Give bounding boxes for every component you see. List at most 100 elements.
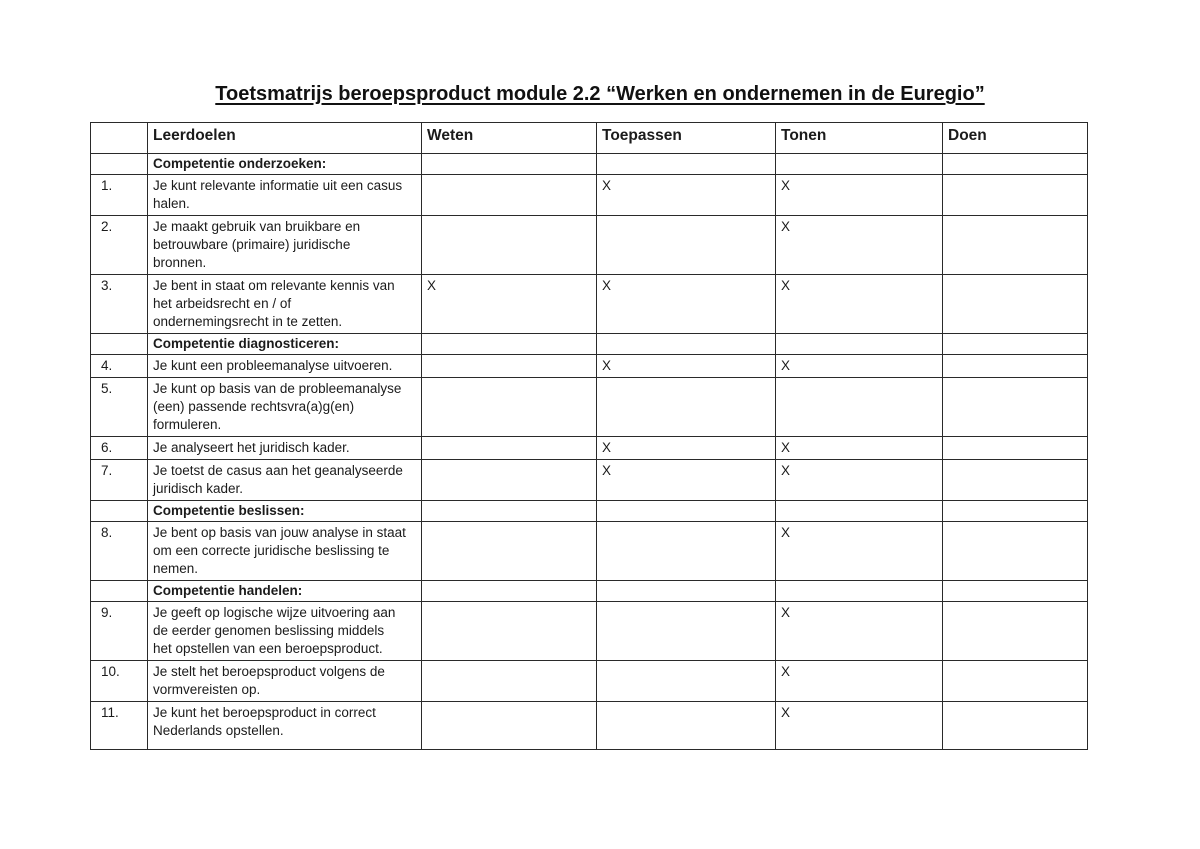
empty-cell	[90, 580, 148, 602]
item-number-cell: 3.	[90, 274, 148, 334]
item-row: 3. Je bent in staat om relevante kennis v…	[90, 274, 1088, 334]
mark-tonen-cell: X	[775, 354, 943, 378]
empty-cell	[421, 333, 597, 355]
item-number-cell: 10.	[90, 660, 148, 702]
item-row: 8. Je bent op basis van jouw analyse in s…	[90, 521, 1088, 581]
empty-cell	[596, 580, 776, 602]
item-row: 7. Je toetst de casus aan het geanalyseer…	[90, 459, 1088, 501]
item-number-cell: 7.	[90, 459, 148, 501]
item-number-cell: 11.	[90, 701, 148, 750]
empty-cell	[942, 500, 1088, 522]
mark-tonen-cell: X	[775, 601, 943, 661]
item-row: 11. Je kunt het beroepsproduct in correct…	[90, 701, 1088, 750]
mark-toepassen-cell: X	[596, 436, 776, 460]
mark-weten-cell	[421, 436, 597, 460]
mark-tonen-cell: X	[775, 274, 943, 334]
mark-tonen-cell: X	[775, 660, 943, 702]
section-row: Competentie diagnosticeren:	[90, 333, 1088, 355]
mark-toepassen-cell	[596, 215, 776, 275]
mark-weten-cell	[421, 377, 597, 437]
empty-cell	[775, 580, 943, 602]
mark-doen-cell	[942, 377, 1088, 437]
mark-weten-cell	[421, 354, 597, 378]
mark-doen-cell	[942, 521, 1088, 581]
section-row: Competentie handelen:	[90, 580, 1088, 602]
empty-cell	[596, 153, 776, 175]
goal-cell: Je kunt op basis van de probleemanalyse …	[147, 377, 422, 437]
mark-doen-cell	[942, 701, 1088, 750]
col-header-tonen: Tonen	[775, 122, 943, 154]
mark-tonen-cell	[775, 377, 943, 437]
mark-doen-cell	[942, 436, 1088, 460]
goal-cell: Je kunt relevante informatie uit een cas…	[147, 174, 422, 216]
empty-cell	[775, 333, 943, 355]
empty-cell	[775, 500, 943, 522]
item-number-cell: 9.	[90, 601, 148, 661]
item-number-cell: 2.	[90, 215, 148, 275]
empty-cell	[596, 500, 776, 522]
mark-weten-cell	[421, 521, 597, 581]
item-number-cell: 1.	[90, 174, 148, 216]
mark-toepassen-cell: X	[596, 274, 776, 334]
goal-cell: Je geeft op logische wijze uitvoering aa…	[147, 601, 422, 661]
goal-cell: Je maakt gebruik van bruikbare en betrou…	[147, 215, 422, 275]
mark-toepassen-cell	[596, 521, 776, 581]
mark-doen-cell	[942, 174, 1088, 216]
col-header-leerdoelen: Leerdoelen	[147, 122, 422, 154]
matrix-table: Leerdoelen Weten Toepassen Tonen Doen Co…	[90, 122, 1088, 750]
mark-toepassen-cell	[596, 701, 776, 750]
mark-tonen-cell: X	[775, 701, 943, 750]
mark-tonen-cell: X	[775, 174, 943, 216]
empty-cell	[90, 333, 148, 355]
mark-toepassen-cell	[596, 601, 776, 661]
mark-weten-cell	[421, 701, 597, 750]
section-label-cell: Competentie diagnosticeren:	[147, 333, 422, 355]
empty-cell	[421, 500, 597, 522]
section-row: Competentie beslissen:	[90, 500, 1088, 522]
mark-tonen-cell: X	[775, 436, 943, 460]
item-row: 2. Je maakt gebruik van bruikbare en betr…	[90, 215, 1088, 275]
item-row: 5. Je kunt op basis van de probleemanalys…	[90, 377, 1088, 437]
mark-toepassen-cell: X	[596, 174, 776, 216]
item-number-cell: 8.	[90, 521, 148, 581]
goal-cell: Je stelt het beroepsproduct volgens de v…	[147, 660, 422, 702]
empty-cell	[421, 153, 597, 175]
item-number-cell: 6.	[90, 436, 148, 460]
empty-cell	[942, 333, 1088, 355]
goal-cell: Je kunt het beroepsproduct in correct Ne…	[147, 701, 422, 750]
goal-cell: Je toetst de casus aan het geanalyseerde…	[147, 459, 422, 501]
section-label-cell: Competentie beslissen:	[147, 500, 422, 522]
mark-weten-cell	[421, 660, 597, 702]
goal-cell: Je analyseert het juridisch kader.	[147, 436, 422, 460]
item-row: 6. Je analyseert het juridisch kader. X X	[90, 436, 1088, 460]
item-number-cell: 4.	[90, 354, 148, 378]
mark-doen-cell	[942, 274, 1088, 334]
mark-weten-cell	[421, 459, 597, 501]
empty-cell	[421, 580, 597, 602]
mark-weten-cell	[421, 601, 597, 661]
item-row: 10. Je stelt het beroepsproduct volgens d…	[90, 660, 1088, 702]
mark-doen-cell	[942, 215, 1088, 275]
mark-weten-cell	[421, 174, 597, 216]
item-row: 9. Je geeft op logische wijze uitvoering …	[90, 601, 1088, 661]
empty-cell	[90, 500, 148, 522]
empty-cell	[942, 580, 1088, 602]
empty-cell	[942, 153, 1088, 175]
mark-weten-cell: X	[421, 274, 597, 334]
mark-toepassen-cell: X	[596, 354, 776, 378]
empty-cell	[596, 333, 776, 355]
goal-cell: Je bent in staat om relevante kennis van…	[147, 274, 422, 334]
mark-doen-cell	[942, 459, 1088, 501]
mark-doen-cell	[942, 660, 1088, 702]
mark-tonen-cell: X	[775, 459, 943, 501]
section-label-cell: Competentie handelen:	[147, 580, 422, 602]
mark-tonen-cell: X	[775, 215, 943, 275]
empty-cell	[90, 153, 148, 175]
col-header-weten: Weten	[421, 122, 597, 154]
section-label-cell: Competentie onderzoeken:	[147, 153, 422, 175]
goal-cell: Je bent op basis van jouw analyse in sta…	[147, 521, 422, 581]
mark-weten-cell	[421, 215, 597, 275]
mark-toepassen-cell	[596, 377, 776, 437]
item-row: 4. Je kunt een probleemanalyse uitvoeren.…	[90, 354, 1088, 378]
